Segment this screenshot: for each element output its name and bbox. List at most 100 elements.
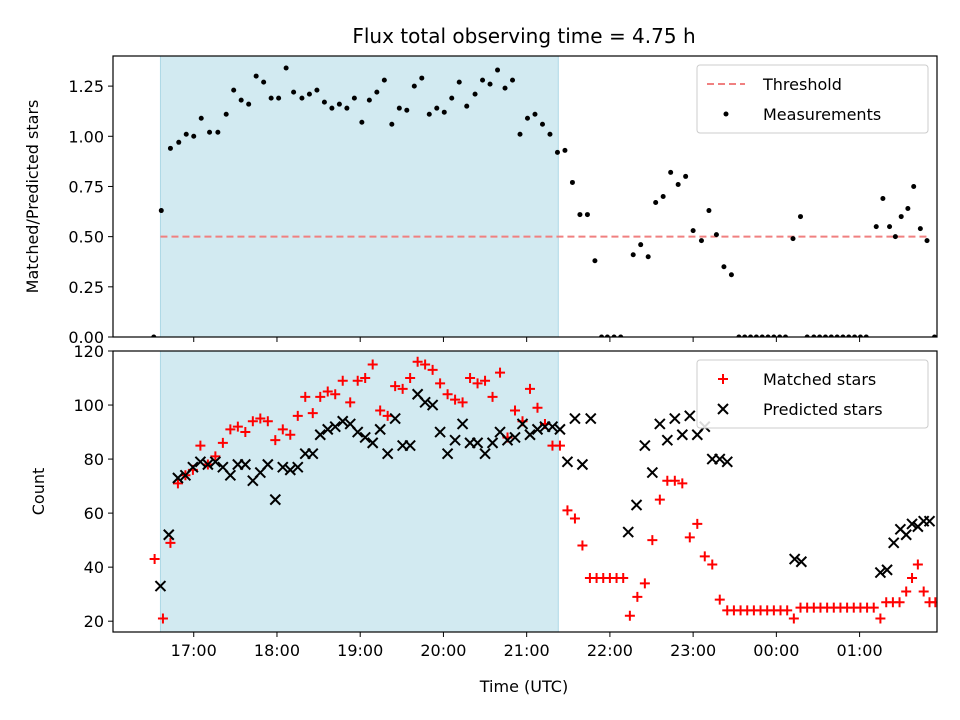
data-point xyxy=(777,334,783,337)
data-point xyxy=(930,597,937,608)
data-point xyxy=(165,537,176,548)
data-point xyxy=(554,149,560,155)
data-point xyxy=(215,129,221,135)
data-point xyxy=(336,101,342,107)
data-point xyxy=(675,181,681,187)
x-axis-label: Time (UTC) xyxy=(479,677,568,696)
legend-label: Measurements xyxy=(763,105,881,124)
data-point xyxy=(765,334,771,337)
data-point xyxy=(486,437,499,449)
data-point xyxy=(396,105,402,111)
top-observing-window xyxy=(159,56,559,337)
data-point xyxy=(284,464,296,476)
data-point xyxy=(207,129,213,135)
bottom-panel: 20 40 60 80 100 120 17:00 18:00 19:00 20:00 21:00 2… xyxy=(73,342,938,660)
data-point xyxy=(692,518,703,529)
data-point xyxy=(434,426,446,438)
data-point xyxy=(441,109,447,115)
data-point xyxy=(846,334,852,337)
data-point xyxy=(472,91,478,97)
data-point xyxy=(269,493,282,506)
data-point xyxy=(736,334,742,337)
data-point xyxy=(419,75,425,81)
data-point xyxy=(771,334,777,337)
data-point xyxy=(292,461,304,473)
data-point xyxy=(154,580,167,592)
data-point xyxy=(151,334,157,337)
data-point xyxy=(901,586,912,597)
data-point xyxy=(795,556,808,568)
x-tick-label: 23:00 xyxy=(670,641,716,660)
data-point xyxy=(748,334,754,337)
data-point xyxy=(277,461,289,473)
data-point xyxy=(654,494,665,505)
data-point xyxy=(699,551,710,562)
data-point xyxy=(149,554,160,565)
data-point xyxy=(322,386,333,397)
data-point xyxy=(611,334,617,337)
data-point xyxy=(426,111,432,117)
chart-title: Flux total observing time = 4.75 h xyxy=(352,24,695,48)
top-axes-frame xyxy=(112,55,938,338)
data-point xyxy=(547,131,553,137)
data-point xyxy=(554,440,565,451)
data-point xyxy=(661,434,674,446)
data-point xyxy=(405,373,416,384)
data-point xyxy=(569,513,580,524)
data-point xyxy=(210,451,221,462)
data-point xyxy=(337,375,348,386)
data-point xyxy=(905,206,911,212)
data-point xyxy=(532,402,543,413)
data-point xyxy=(576,458,589,471)
top-panel: 0.00 0.25 0.50 0.75 1.00 1.25 Threshold Measure… xyxy=(68,55,938,347)
data-point xyxy=(868,602,879,613)
legend-box xyxy=(696,64,929,134)
data-point xyxy=(531,423,544,436)
data-point xyxy=(337,415,349,427)
data-point xyxy=(569,179,575,185)
data-point xyxy=(562,147,568,153)
data-point xyxy=(907,572,918,583)
data-point xyxy=(906,518,918,530)
top-series-measurements xyxy=(151,65,937,337)
data-point xyxy=(292,410,303,421)
data-point xyxy=(834,334,840,337)
top-legend: Threshold Measurements xyxy=(696,64,929,134)
data-point xyxy=(790,236,796,242)
data-point xyxy=(561,456,574,468)
data-point xyxy=(873,224,879,230)
data-point xyxy=(397,383,408,394)
data-point xyxy=(366,97,372,103)
data-point xyxy=(721,264,727,270)
data-point xyxy=(822,334,828,337)
data-point xyxy=(654,418,666,430)
data-point xyxy=(684,532,695,543)
data-point xyxy=(577,212,583,218)
data-point xyxy=(441,447,454,460)
legend-marker xyxy=(717,403,729,415)
x-tick-label: 18:00 xyxy=(254,641,300,660)
legend-label: Matched stars xyxy=(763,370,876,389)
data-point xyxy=(887,224,893,230)
data-point xyxy=(487,81,493,87)
x-tick-label: 19:00 xyxy=(337,641,383,660)
data-point xyxy=(268,95,274,101)
legend-marker xyxy=(718,374,728,384)
data-point xyxy=(359,119,365,125)
data-point xyxy=(360,373,371,384)
data-point xyxy=(863,334,869,337)
data-point xyxy=(314,87,320,93)
data-point xyxy=(676,429,689,441)
data-point xyxy=(554,423,566,436)
data-point xyxy=(797,214,803,220)
data-point xyxy=(753,334,759,337)
data-point xyxy=(516,418,529,430)
data-point xyxy=(246,101,252,107)
data-point xyxy=(471,437,484,449)
data-point xyxy=(618,334,624,337)
data-point xyxy=(300,391,311,402)
data-point xyxy=(817,334,823,337)
data-point xyxy=(759,334,765,337)
data-point xyxy=(852,334,858,337)
data-point xyxy=(645,254,651,260)
